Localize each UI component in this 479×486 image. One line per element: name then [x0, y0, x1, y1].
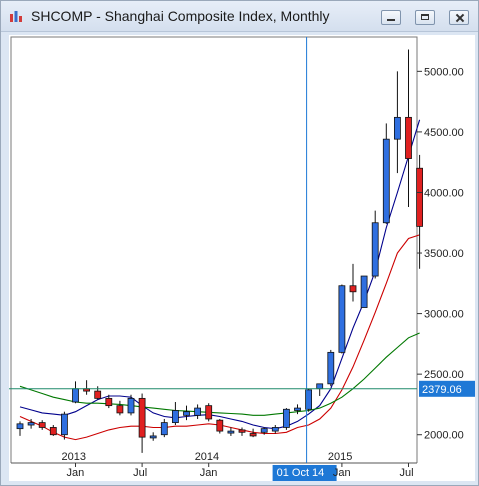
app-chart-icon	[10, 11, 22, 22]
close-button[interactable]	[449, 10, 469, 25]
candle-body	[305, 389, 313, 410]
x-axis-strip	[9, 463, 475, 481]
y-tick-label: 2000.00	[424, 430, 464, 442]
candle-body	[61, 413, 68, 436]
candle-body	[393, 116, 401, 140]
x-tick-label: Jan	[67, 467, 85, 479]
candle-body	[260, 428, 268, 433]
y-tick-label: 2500.00	[424, 369, 464, 381]
x-tick-label: Jul	[133, 467, 147, 479]
moving-average-line	[19, 119, 421, 430]
candle-body	[72, 388, 79, 403]
candle-body	[16, 423, 24, 430]
x-tick-label: Jan	[333, 467, 351, 479]
candle-body	[105, 397, 113, 407]
x-tick-label: Jul	[400, 467, 414, 479]
crosshair-price-tag	[419, 380, 475, 397]
candle-body	[227, 430, 235, 434]
candlestick-chart[interactable]: 2379.06 01 Oct 14 2000.00 2500.00 3000.00 35…	[9, 35, 475, 481]
title-bar[interactable]: SHCOMP - Shanghai Composite Index, Month…	[1, 1, 478, 32]
candle-body	[338, 285, 346, 353]
candle-body	[38, 422, 46, 428]
y-tick-label: 5000.00	[424, 66, 464, 78]
candle-body	[282, 408, 290, 428]
candle-body	[27, 422, 35, 426]
plot-frame	[10, 36, 418, 464]
candle-body	[382, 138, 390, 224]
candle-body	[149, 435, 157, 439]
candle-body	[194, 407, 202, 416]
candle-body	[405, 116, 412, 159]
minimize-button[interactable]	[381, 10, 401, 25]
x-year-label: 2013	[62, 451, 86, 463]
candle-body	[316, 383, 324, 390]
candle-body	[371, 222, 379, 277]
crosshair-price-label: 2379.06	[422, 384, 462, 396]
x-tick-label: Jan	[200, 467, 218, 479]
candle-body	[49, 427, 57, 436]
candle-body	[160, 422, 168, 436]
candle-body	[360, 275, 368, 308]
candle-body	[349, 285, 357, 293]
candle-body	[327, 351, 335, 385]
candle-body	[94, 390, 102, 399]
candle-body	[216, 419, 224, 432]
candle-body	[116, 405, 124, 414]
candle-body	[249, 433, 257, 437]
y-tick-label: 3000.00	[424, 309, 464, 321]
candle-body	[238, 429, 246, 433]
y-tick-label: 4500.00	[424, 127, 464, 139]
candle-body	[138, 397, 146, 438]
chart-area[interactable]: 2379.06 01 Oct 14 2000.00 2500.00 3000.00 35…	[9, 35, 475, 481]
y-tick-label: 4000.00	[424, 187, 464, 199]
x-year-label: 2014	[195, 451, 219, 463]
candle-body	[271, 427, 279, 432]
x-year-label: 2015	[328, 451, 352, 463]
y-tick-label: 3500.00	[424, 248, 464, 260]
crosshair-date-label: 01 Oct 14	[277, 467, 325, 479]
window-title: SHCOMP - Shanghai Composite Index, Month…	[31, 8, 330, 24]
maximize-button[interactable]	[415, 10, 435, 25]
candle-body	[171, 410, 179, 424]
candle-body	[416, 167, 424, 227]
candle-body	[183, 411, 190, 416]
candle-body	[205, 405, 213, 420]
crosshair-date-tag	[272, 465, 337, 481]
candle-body	[294, 407, 301, 411]
candle-body	[127, 397, 135, 414]
